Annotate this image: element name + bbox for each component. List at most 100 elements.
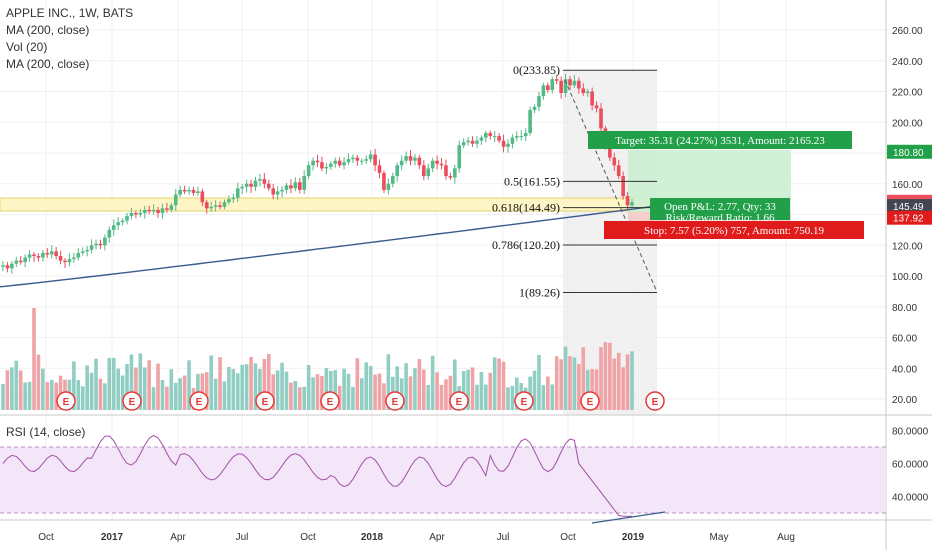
earnings-marker[interactable]: [320, 391, 340, 411]
volume-bar: [479, 371, 484, 410]
candle: [306, 165, 311, 177]
candle: [76, 252, 81, 258]
candles: [1, 74, 634, 274]
candle: [466, 140, 470, 143]
volume-bar: [612, 358, 617, 410]
volume-bar: [497, 358, 501, 410]
candle: [484, 133, 488, 138]
volume-bar: [156, 363, 160, 410]
volume-bar: [41, 368, 45, 410]
volume-bar: [346, 373, 351, 410]
candle: [204, 202, 209, 209]
candle: [262, 179, 267, 184]
candle: [160, 208, 165, 213]
candle: [559, 80, 563, 94]
volume-bar: [218, 357, 222, 410]
volume-bar: [417, 359, 422, 410]
candle: [14, 260, 19, 264]
candle: [5, 265, 10, 269]
earnings-marker[interactable]: [514, 391, 534, 411]
indicator-label-vol[interactable]: Vol (20): [6, 40, 48, 54]
volume-bar: [200, 373, 205, 410]
candle: [187, 189, 191, 192]
candle: [523, 133, 528, 137]
earnings-marker[interactable]: [189, 391, 209, 411]
candle: [27, 254, 32, 258]
earnings-marker[interactable]: [255, 391, 275, 411]
candle: [85, 249, 89, 252]
earnings-marker[interactable]: [122, 391, 142, 411]
earnings-marker[interactable]: [56, 391, 76, 411]
volume-bar: [444, 379, 448, 410]
earnings-marker[interactable]: [385, 391, 405, 411]
volume-bar: [213, 378, 218, 410]
candle: [289, 185, 293, 189]
volume-bar: [581, 347, 586, 410]
volume-bar: [466, 369, 470, 410]
candle: [563, 79, 568, 94]
volume-bar: [134, 367, 138, 410]
time-tick-label: 2017: [101, 532, 124, 543]
volume-bar: [165, 386, 169, 410]
earnings-marker-label: E: [327, 397, 334, 408]
earnings-marker-label: E: [521, 397, 528, 408]
price-badge-label: 180.80: [893, 148, 924, 159]
candle: [519, 136, 524, 138]
candle: [45, 252, 50, 255]
candle: [1, 265, 5, 267]
volume-bar: [488, 372, 493, 410]
rsi-tick-label: 80.0000: [892, 427, 929, 438]
earnings-marker-label: E: [196, 397, 203, 408]
candle: [103, 237, 107, 246]
target-box[interactable]: [588, 131, 852, 149]
volume-bar: [413, 368, 417, 410]
price-tick-label: 260.00: [892, 26, 923, 37]
volume-bar: [249, 356, 253, 410]
price-tick-label: 20.00: [892, 395, 917, 406]
candle: [151, 209, 156, 212]
earnings-marker-label: E: [456, 397, 463, 408]
rsi-label[interactable]: RSI (14, close): [6, 425, 86, 439]
indicator-label-ma[interactable]: MA (200, close): [6, 23, 90, 37]
volume-bar: [439, 384, 444, 410]
volume-bar: [577, 363, 581, 410]
volume-bar: [32, 308, 36, 410]
volume-bar: [324, 368, 329, 410]
candle: [293, 182, 298, 189]
candle: [213, 205, 218, 207]
volume-bar: [435, 372, 439, 410]
candle: [461, 142, 466, 146]
volume-bar: [76, 380, 81, 410]
candle: [532, 106, 537, 110]
volume-bar: [244, 364, 249, 410]
candle: [346, 159, 351, 163]
volume-bar: [315, 374, 320, 410]
candle: [497, 136, 501, 141]
stop-box[interactable]: [604, 221, 864, 239]
candle: [554, 79, 559, 81]
open-pnl-box[interactable]: [650, 198, 790, 220]
volume-bar: [608, 342, 612, 410]
candle: [253, 180, 258, 187]
time-tick-label: Oct: [560, 532, 576, 543]
candle: [453, 168, 457, 178]
volume-bar: [27, 381, 32, 410]
volume-bar: [235, 373, 240, 410]
earnings-marker[interactable]: [580, 391, 600, 411]
candle: [621, 176, 625, 197]
candle: [515, 136, 519, 138]
volume-bar: [275, 370, 280, 410]
volume-bar: [142, 367, 147, 410]
earnings-marker-label: E: [63, 397, 70, 408]
earnings-marker[interactable]: [449, 391, 469, 411]
volume-bar: [368, 366, 373, 410]
indicator-label-ma2[interactable]: MA (200, close): [6, 57, 90, 71]
volume-bar: [541, 385, 546, 410]
volume-bar: [470, 367, 475, 410]
candle: [134, 212, 138, 215]
earnings-marker[interactable]: [645, 391, 665, 411]
candle: [377, 165, 382, 173]
time-tick-label: Jul: [236, 532, 249, 543]
volume-bar: [563, 346, 568, 410]
